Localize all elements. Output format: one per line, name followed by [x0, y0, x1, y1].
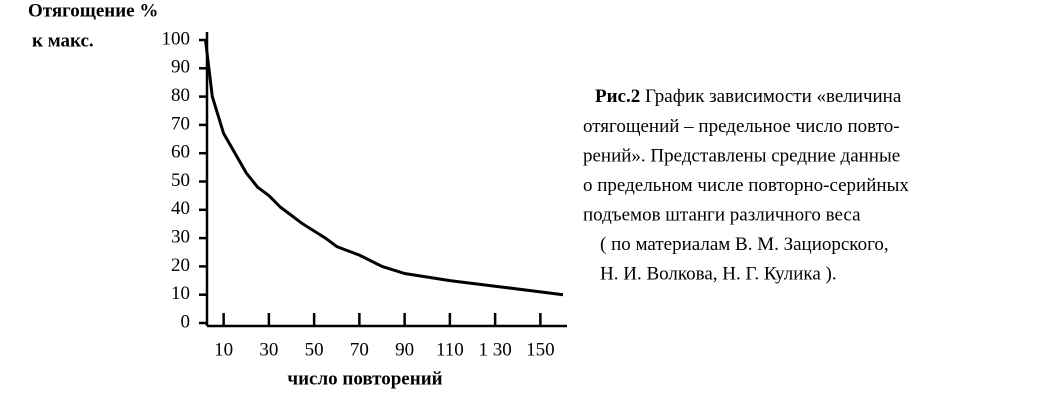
- y-tick-label: 10: [171, 283, 190, 304]
- y-tick-label: 100: [162, 28, 191, 49]
- y-tick-label: 60: [171, 142, 190, 163]
- x-axis-label: число повторений: [287, 368, 442, 389]
- caption-line: о предельном числе повторно-серийных: [583, 175, 909, 196]
- x-tick-label: 90: [395, 339, 414, 360]
- y-tick-label: 40: [171, 198, 190, 219]
- y-axis-label: к макс.: [32, 30, 94, 51]
- y-tick-label: 30: [171, 226, 190, 247]
- caption-label: Рис.2: [595, 86, 640, 107]
- y-tick-label: 50: [171, 170, 190, 191]
- x-tick-label: 110: [436, 339, 464, 360]
- caption-line: Н. И. Волкова, Н. Г. Кулика ).: [600, 263, 837, 284]
- y-tick-label: 90: [171, 57, 190, 78]
- x-tick-label: 70: [350, 339, 369, 360]
- y-tick-label: 70: [171, 113, 190, 134]
- caption-line: ( по материалам В. М. Зациорского,: [600, 234, 889, 255]
- caption-line: Рис.2 График зависимости «величина: [595, 86, 902, 107]
- y-tick-label: 20: [171, 255, 190, 276]
- caption-line: отягощений – предельное число повто-: [583, 116, 900, 137]
- y-axis-label: Отягощение %: [28, 0, 158, 21]
- x-tick-label: 30: [259, 339, 278, 360]
- caption-line: подъемов штанги различного веса: [583, 204, 861, 225]
- x-tick-label: 50: [305, 339, 324, 360]
- x-tick-label: 1 30: [479, 339, 512, 360]
- y-tick-label: 0: [181, 311, 191, 332]
- y-tick-label: 80: [171, 85, 190, 106]
- x-tick-label: 150: [526, 339, 555, 360]
- caption-text: График зависимости «величина: [645, 86, 902, 107]
- x-tick-label: 10: [214, 339, 233, 360]
- caption-line: рений». Представлены средние данные: [583, 145, 900, 166]
- data-line: [204, 39, 564, 297]
